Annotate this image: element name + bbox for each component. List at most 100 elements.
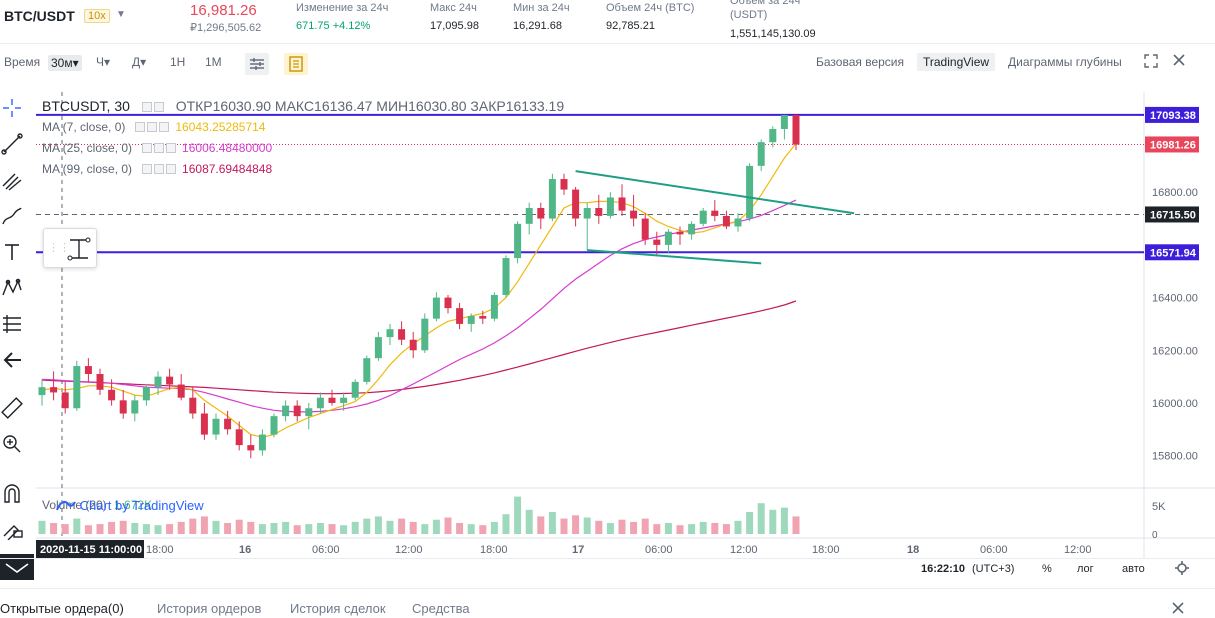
close-icon[interactable]	[159, 122, 170, 132]
volume-bar	[490, 521, 498, 534]
ma-legend-row: MA (99, close, 0) 16087.69484848	[42, 162, 272, 176]
candle-body	[189, 397, 197, 414]
eye-icon[interactable]	[142, 143, 153, 153]
candle-body	[514, 223, 522, 259]
stat-value: 92,785.21	[606, 20, 655, 32]
volume-bar	[61, 524, 69, 534]
percent-toggle[interactable]: %	[1042, 563, 1052, 575]
volume-bar	[583, 517, 591, 534]
leverage-badge: 10x	[84, 9, 110, 23]
volume-bar	[572, 515, 580, 534]
tab-order-history[interactable]: История ордеров	[157, 601, 262, 616]
lock-drawing-icon[interactable]	[0, 516, 24, 540]
settings-icon[interactable]	[154, 143, 165, 153]
candle-body	[316, 397, 324, 409]
close-icon[interactable]	[1172, 53, 1186, 70]
candle-body	[606, 197, 614, 216]
text-icon[interactable]	[0, 240, 24, 264]
volume-bar	[142, 524, 150, 534]
timezone[interactable]: (UTC+3)	[972, 563, 1015, 575]
price-tick-label: 16000.00	[1152, 398, 1198, 410]
volume-bar	[282, 521, 290, 534]
volume-bar	[235, 519, 243, 534]
eye-icon[interactable]	[135, 122, 146, 132]
candle-body	[108, 389, 116, 401]
price-label-bg	[1145, 206, 1199, 223]
candle-body	[664, 231, 672, 245]
price-range-icon[interactable]	[64, 234, 94, 264]
chart-toolbar: Время 30м▾ Ч▾ Д▾ 1Н 1М Базовая версия Tr…	[0, 50, 1215, 78]
view-basic[interactable]: Базовая версия	[816, 55, 904, 69]
indicator-settings-icon[interactable]	[245, 53, 269, 75]
gear-icon[interactable]	[1175, 561, 1189, 578]
drag-handle-icon[interactable]: ⋮⋮	[48, 242, 70, 254]
fib-icon[interactable]	[0, 168, 24, 192]
price-label-text: 17093.38	[1150, 110, 1196, 122]
interval-30m[interactable]: 30м▾	[48, 55, 82, 71]
candle-body	[432, 297, 440, 319]
pattern-icon[interactable]	[0, 276, 24, 300]
crosshair-time-bg	[36, 540, 144, 558]
chevron-down-icon[interactable]: ▼	[116, 9, 126, 20]
time-tick-label: 18:00	[812, 544, 840, 556]
candle-body	[96, 373, 104, 390]
legend-eye-icon[interactable]	[141, 102, 152, 112]
volume-bar	[351, 521, 359, 534]
crosshair-icon[interactable]	[0, 96, 24, 120]
volume-bar	[769, 509, 777, 534]
volume-bar	[305, 524, 313, 534]
tab-funds[interactable]: Средства	[412, 601, 470, 616]
symbol-label[interactable]: BTC/USDT	[4, 8, 75, 24]
ma99-line	[41, 300, 797, 395]
candle-body	[409, 339, 417, 351]
interval-month[interactable]: 1М	[205, 55, 222, 69]
candle-body	[595, 208, 603, 216]
fullscreen-icon[interactable]	[1143, 53, 1159, 72]
brush-icon[interactable]	[0, 204, 24, 228]
log-toggle[interactable]: лог	[1077, 563, 1094, 575]
tab-trade-history[interactable]: История сделок	[290, 601, 386, 616]
time-tick-label: 17	[572, 544, 584, 556]
interval-hour[interactable]: Ч▾	[96, 55, 111, 69]
auto-toggle[interactable]: авто	[1122, 563, 1145, 575]
ma-value: 16043.25285714	[175, 120, 266, 134]
arrow-left-icon[interactable]	[0, 348, 24, 372]
settings-icon[interactable]	[147, 122, 158, 132]
close-panel-icon[interactable]	[1172, 602, 1184, 617]
time-tick-label: 18:00	[480, 544, 508, 556]
tab-open-orders[interactable]: Открытые ордера(0)	[0, 601, 124, 616]
interval-week[interactable]: 1Н	[170, 55, 186, 69]
magnet-icon[interactable]	[0, 482, 24, 506]
close-icon[interactable]	[166, 143, 177, 153]
template-icon[interactable]	[284, 53, 308, 75]
price-chart[interactable]: 16800.00 16400.00 16200.00 16000.00 15800.00…	[36, 92, 1215, 558]
stat-value: 671.75 +4.12%	[296, 20, 371, 32]
interval-day[interactable]: Д▾	[132, 55, 147, 69]
floating-draw-tool[interactable]: ⋮⋮	[43, 228, 97, 268]
ma7-line	[41, 143, 797, 438]
zoom-icon[interactable]	[0, 432, 24, 456]
volume-bar	[676, 525, 684, 534]
legend-settings-icon[interactable]	[153, 102, 164, 112]
trendline	[587, 249, 762, 265]
candle-body	[212, 418, 220, 435]
volume-bar	[131, 523, 139, 534]
prediction-icon[interactable]	[0, 312, 24, 336]
candle-body	[572, 189, 580, 219]
volume-bar	[641, 518, 649, 534]
price-label-bg	[1145, 106, 1199, 123]
candle-body	[224, 418, 232, 430]
settings-icon[interactable]	[154, 164, 165, 174]
candle-body	[374, 337, 382, 359]
volume-bar	[537, 516, 545, 534]
view-tradingview[interactable]: TradingView	[917, 53, 996, 71]
candle-body	[792, 115, 800, 145]
ruler-icon[interactable]	[0, 396, 24, 420]
volume-bar	[421, 524, 429, 534]
legend-symbol: BTCUSDT, 30	[42, 98, 130, 114]
price-tick-label: 16200.00	[1152, 345, 1198, 357]
view-depth[interactable]: Диаграммы глубины	[1008, 55, 1122, 69]
trendline-icon[interactable]	[0, 132, 24, 156]
close-icon[interactable]	[166, 164, 177, 174]
eye-icon[interactable]	[142, 164, 153, 174]
